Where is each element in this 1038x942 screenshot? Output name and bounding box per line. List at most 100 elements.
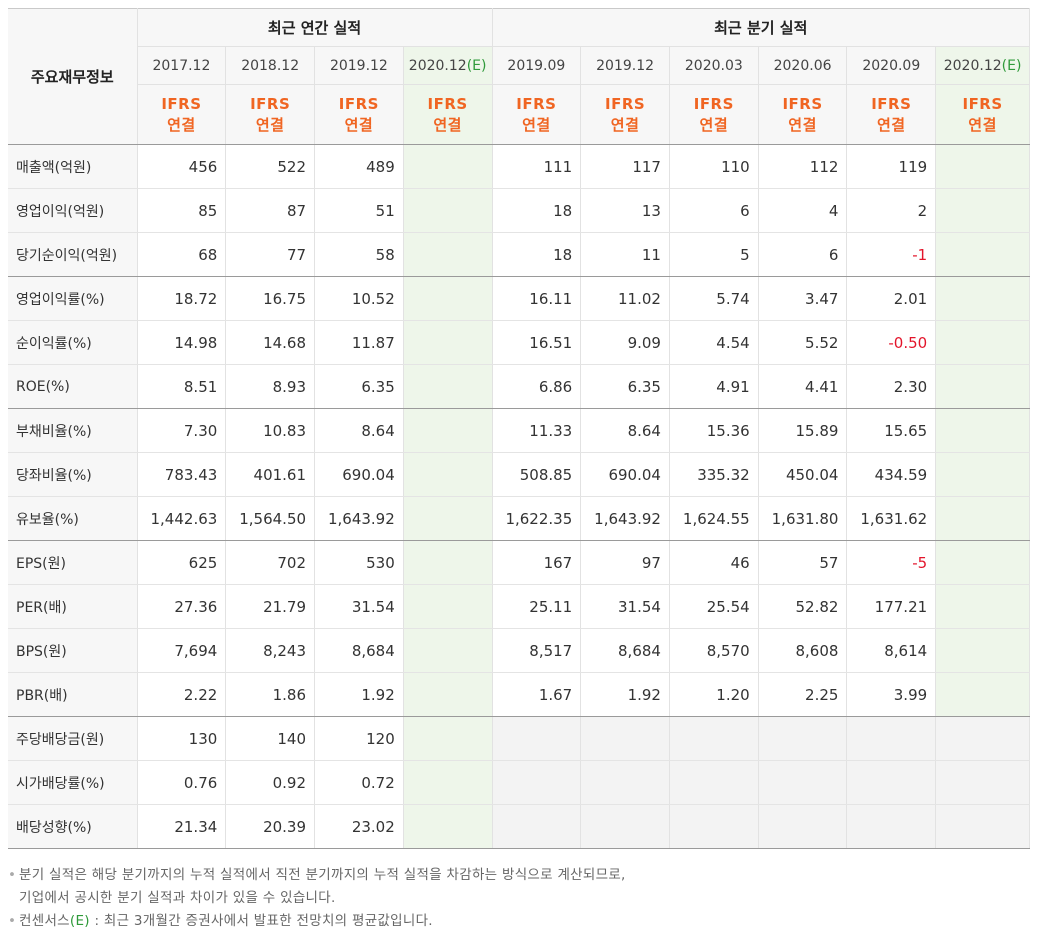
row-label: 당좌비율(%) — [8, 452, 138, 497]
annual-value-cell: 120 — [314, 716, 404, 761]
annual-value-cell: 11.87 — [314, 320, 404, 365]
annual-value-cell: 21.34 — [137, 804, 227, 849]
annual-value-cell — [403, 364, 493, 409]
quarter-value-cell: 8.64 — [580, 408, 670, 453]
row-label: BPS(원) — [8, 628, 138, 673]
annual-value-cell: 58 — [314, 232, 404, 277]
quarter-value-cell: 1.67 — [491, 672, 582, 717]
annual-value-cell: 1.92 — [314, 672, 404, 717]
annual-value-cell: 522 — [225, 144, 316, 189]
quarter-value-cell — [669, 760, 759, 805]
annual-value-cell: 16.75 — [225, 276, 316, 321]
table-row: 당좌비율(%) 783.43 401.61 690.04 508.85 690.04 335… — [8, 452, 1030, 497]
row-label: 영업이익률(%) — [8, 276, 138, 321]
quarter-value-cell — [758, 804, 848, 849]
period-label: 2020.12 — [943, 57, 1002, 74]
quarter-value-cell: 3.99 — [846, 672, 937, 717]
annual-value-cell: 456 — [137, 144, 227, 189]
ifrs-label: IFRS — [427, 94, 468, 113]
ifrs-label: IFRS — [161, 94, 202, 113]
quarter-value-cell — [935, 540, 1030, 585]
estimate-tag: (E) — [466, 57, 487, 74]
quarter-value-cell: 8,608 — [758, 628, 848, 673]
annual-value-cell: 77 — [225, 232, 316, 277]
quarter-value-cell: 4.91 — [669, 364, 759, 409]
table-row: BPS(원) 7,694 8,243 8,684 8,517 8,684 8,570 8,60… — [8, 628, 1030, 673]
quarter-value-cell: 1,631.62 — [846, 496, 937, 541]
annual-value-cell: 702 — [225, 540, 316, 585]
annual-value-cell — [403, 584, 493, 629]
annual-value-cell: 1,442.63 — [137, 496, 227, 541]
table-row: 영업이익률(%) 18.72 16.75 10.52 16.11 11.02 5.74 3.4… — [8, 276, 1030, 321]
quarter-value-cell: 6.86 — [491, 364, 582, 409]
consolidated-label: 연결 — [610, 115, 640, 134]
quarter-value-cell — [935, 672, 1030, 717]
quarter-value-cell: 11.02 — [580, 276, 670, 321]
quarter-value-cell — [491, 760, 582, 805]
annual-value-cell: 1,643.92 — [314, 496, 404, 541]
annual-value-cell: 87 — [225, 188, 316, 233]
estimate-tag: (E) — [69, 913, 90, 929]
annual-value-cell — [403, 408, 493, 453]
annual-value-cell: 14.68 — [225, 320, 316, 365]
quarter-value-cell: 111 — [491, 144, 582, 189]
period-label: 2018.12 — [241, 57, 300, 74]
annual-value-cell — [403, 628, 493, 673]
ifrs-row: IFRS 연결 IFRS 연결 IFRS 연결 IFRS 연결 IFRS 연결 IFRS 연결 IFRS… — [8, 84, 1030, 145]
quarter-value-cell: 167 — [491, 540, 582, 585]
quarter-value-cell: 18 — [491, 232, 582, 277]
quarter-value-cell: -1 — [846, 232, 937, 277]
quarter-value-cell: 110 — [669, 144, 759, 189]
period-label: 2020.12 — [408, 57, 467, 74]
quarter-value-cell — [580, 804, 670, 849]
footnote-quarterly-cont: 기업에서 공시한 분기 실적과 차이가 있을 수 있습니다. — [8, 887, 1030, 910]
quarter-value-cell: 4.41 — [758, 364, 848, 409]
consolidated-label: 연결 — [255, 115, 285, 134]
annual-value-cell: 8.51 — [137, 364, 227, 409]
table-row: 시가배당률(%) 0.76 0.92 0.72 — [8, 760, 1030, 805]
quarter-value-cell — [935, 276, 1030, 321]
annual-value-cell: 0.76 — [137, 760, 227, 805]
footnote-text: 분기 실적은 해당 분기까지의 누적 실적에서 직전 분기까지의 누적 실적을 … — [19, 867, 626, 883]
quarter-value-cell — [846, 804, 937, 849]
period-header: 2017.12 — [137, 46, 227, 85]
quarter-value-cell: 6 — [758, 232, 848, 277]
table-row: 순이익률(%) 14.98 14.68 11.87 16.51 9.09 4.54 5.52-… — [8, 320, 1030, 365]
quarter-value-cell: -5 — [846, 540, 937, 585]
row-label: ROE(%) — [8, 364, 138, 409]
annual-value-cell — [403, 144, 493, 189]
annual-value-cell: 0.72 — [314, 760, 404, 805]
quarter-value-cell: 2 — [846, 188, 937, 233]
quarter-value-cell: 11.33 — [491, 408, 582, 453]
quarter-value-cell — [758, 760, 848, 805]
ifrs-badge: IFRS 연결 — [935, 84, 1030, 145]
ifrs-badge: IFRS 연결 — [225, 84, 316, 145]
table-row: EPS(원) 625 702 530 167 97 46 57 -5 — [8, 540, 1030, 585]
table-row: ROE(%) 8.51 8.93 6.35 6.86 6.35 4.91 4.41 2.30 — [8, 364, 1030, 409]
annual-value-cell — [403, 232, 493, 277]
annual-value-cell — [403, 804, 493, 849]
quarter-value-cell: 2.01 — [846, 276, 937, 321]
annual-value-cell: 7.30 — [137, 408, 227, 453]
annual-value-cell: 10.83 — [225, 408, 316, 453]
quarter-value-cell: 46 — [669, 540, 759, 585]
annual-value-cell: 0.92 — [225, 760, 316, 805]
quarter-value-cell: 177.21 — [846, 584, 937, 629]
quarter-value-cell — [935, 144, 1030, 189]
consolidated-label: 연결 — [699, 115, 729, 134]
quarter-value-cell: -0.50 — [846, 320, 937, 365]
quarter-value-cell — [491, 804, 582, 849]
period-header: 2019.09 — [491, 46, 582, 85]
row-label: 영업이익(억원) — [8, 188, 138, 233]
annual-value-cell — [403, 452, 493, 497]
table-row: 당기순이익(억원) 68 77 58 18 11 5 6 -1 — [8, 232, 1030, 277]
period-label: 2019.12 — [596, 57, 655, 74]
quarter-value-cell: 25.54 — [669, 584, 759, 629]
financial-table: 주요재무정보 최근 연간 실적 최근 분기 실적 2017.12 2018.12 2… — [8, 8, 1030, 849]
quarter-value-cell: 9.09 — [580, 320, 670, 365]
annual-value-cell — [403, 540, 493, 585]
quarter-value-cell — [935, 716, 1030, 761]
annual-value-cell: 8.64 — [314, 408, 404, 453]
quarter-value-cell: 4.54 — [669, 320, 759, 365]
quarter-value-cell: 1.92 — [580, 672, 670, 717]
